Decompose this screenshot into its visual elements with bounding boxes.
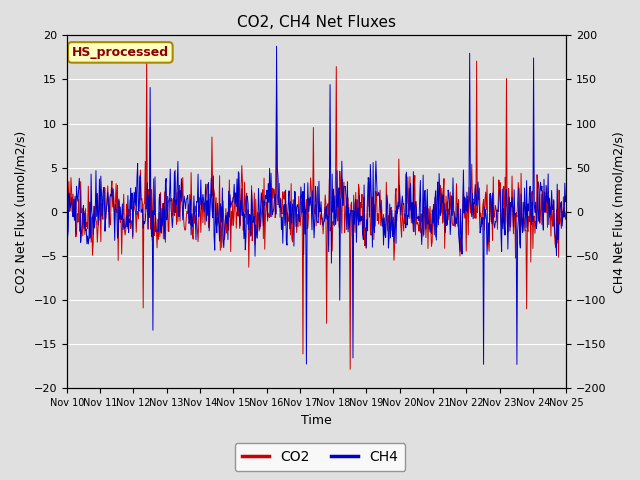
Title: CO2, CH4 Net Fluxes: CO2, CH4 Net Fluxes (237, 15, 396, 30)
X-axis label: Time: Time (301, 414, 332, 427)
Y-axis label: CO2 Net Flux (umol/m2/s): CO2 Net Flux (umol/m2/s) (15, 131, 28, 293)
Legend: CO2, CH4: CO2, CH4 (235, 443, 405, 471)
Y-axis label: CH4 Net Flux (nmol/m2/s): CH4 Net Flux (nmol/m2/s) (612, 131, 625, 293)
Text: HS_processed: HS_processed (72, 46, 169, 59)
